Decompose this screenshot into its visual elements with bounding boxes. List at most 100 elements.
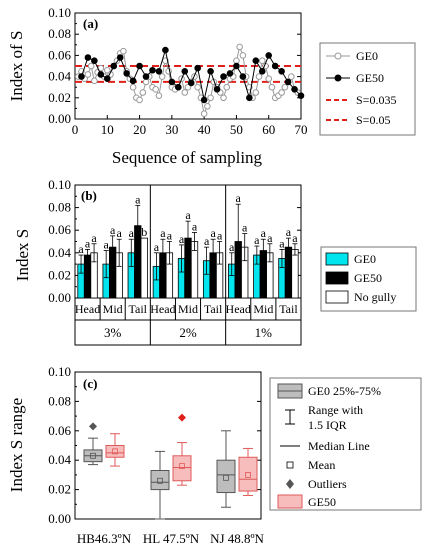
panel-b-ytick-label: 0.08 xyxy=(48,200,71,215)
panel-a-point xyxy=(136,62,143,70)
panel-c-category-label: NJ 48.8ºN xyxy=(210,531,264,546)
panel-a: Index of S Sequence of sampling 0.00 0.02… xyxy=(7,5,416,167)
panel-c-legend-label: Outliers xyxy=(308,477,347,491)
panel-b-legend-label: GE0 xyxy=(354,252,376,266)
panel-b-significance-label: a xyxy=(135,192,141,206)
panel-b-significance-label: a xyxy=(286,225,292,239)
panel-b-category-label: Head xyxy=(150,302,175,316)
panel-c-legend-label: GE0 25%-75% xyxy=(308,384,381,398)
panel-a-point xyxy=(258,57,266,65)
panel-c-legend-outlier-icon xyxy=(286,479,294,489)
panel-b-significance-label: a xyxy=(78,242,84,256)
panel-b-significance-label: a xyxy=(279,236,285,250)
panel-a-point xyxy=(220,73,227,80)
panel-a-point xyxy=(278,89,285,96)
panel-c-box xyxy=(216,459,236,494)
panel-a-point xyxy=(84,54,92,61)
panel-c-legend-label: Mean xyxy=(308,458,335,472)
panel-b-significance-label: b xyxy=(141,225,147,239)
panel-a-label: (a) xyxy=(83,16,98,31)
panel-a-legend-marker xyxy=(334,74,342,82)
panel-b-ytick-label: 0.00 xyxy=(48,290,71,305)
panel-c-ytick-label: 0.00 xyxy=(48,511,71,526)
panel-a-point xyxy=(236,43,243,51)
panel-b-ytick-label: 0.04 xyxy=(48,245,71,260)
panel-a-point xyxy=(268,83,276,91)
panel-c-mean-marker xyxy=(179,463,185,469)
panel-a-xtick-label: 50 xyxy=(230,122,243,137)
panel-b: Index S 0.000.020.040.060.080.10(b)Head M… xyxy=(13,177,417,346)
panel-b-significance-label: a xyxy=(217,229,223,243)
panel-c-box xyxy=(105,445,125,458)
panel-a-point xyxy=(103,66,111,74)
panel-a-point xyxy=(239,73,247,80)
panel-a-point xyxy=(142,73,150,80)
panel-a-legend-label: GE50 xyxy=(356,71,384,85)
panel-b-significance-label: a xyxy=(179,232,185,246)
panel-b-ylabel: Index S xyxy=(13,229,32,281)
panel-c-ytick-label: 0.08 xyxy=(48,393,71,408)
panel-a-point xyxy=(239,52,247,59)
panel-a-point xyxy=(233,62,240,70)
panel-b-category-label: Mid xyxy=(253,302,273,316)
panel-a-xtick-label: 10 xyxy=(101,122,114,137)
panel-a-xtick-label: 40 xyxy=(198,122,211,137)
panel-b-significance-label: a xyxy=(104,238,110,252)
panel-a-point xyxy=(284,78,292,86)
panel-c-legend-swatch xyxy=(277,494,303,509)
panel-a-point xyxy=(91,57,98,65)
panel-c-mean-marker xyxy=(157,477,163,484)
panel-c-ylabel: Index S range xyxy=(7,398,26,492)
panel-b-ytick-label: 0.06 xyxy=(48,222,71,237)
panel-a-point xyxy=(162,46,169,54)
panel-a-point xyxy=(129,83,137,91)
panel-c-legend-mean-icon xyxy=(286,461,294,469)
panel-a-legend-label: S=0.05 xyxy=(356,113,390,127)
panel-a-point xyxy=(252,89,260,96)
panel-a-point xyxy=(136,96,143,104)
panel-a-point xyxy=(155,92,163,99)
panel-a-point xyxy=(258,68,266,75)
panel-a-point xyxy=(233,57,240,65)
panel-c-ytick-label: 0.02 xyxy=(48,482,71,497)
panel-a-legend-label: GE0 xyxy=(356,49,378,63)
panel-a-point xyxy=(84,71,92,78)
panel-b-group-label: 1% xyxy=(255,325,273,340)
panel-a-point xyxy=(181,89,189,96)
panel-a-xtick-label: 60 xyxy=(262,122,275,137)
panel-a-xtick-label: 20 xyxy=(133,122,146,137)
panel-b-significance-label: a xyxy=(91,231,97,245)
panel-b-legend-swatch xyxy=(325,252,349,266)
panel-b-legend-swatch xyxy=(325,271,349,285)
panel-b-significance-label: a xyxy=(129,226,135,240)
panel-a-ytick-label: 0.06 xyxy=(48,47,71,62)
panel-b-group-label: 3% xyxy=(104,325,122,340)
panel-a-point xyxy=(220,94,227,102)
panel-a-point xyxy=(149,66,156,74)
panel-a-point xyxy=(271,62,279,70)
panel-a-point xyxy=(87,62,95,70)
panel-a-point xyxy=(200,110,208,117)
panel-a-ytick-label: 0.00 xyxy=(48,111,71,126)
panel-b-legend-label: No gully xyxy=(354,290,396,304)
panel-a-point xyxy=(252,57,260,65)
panel-b-category-label: Tail xyxy=(204,302,223,316)
panel-a-xlabel: Sequence of sampling xyxy=(112,148,263,167)
panel-b-significance-label: a xyxy=(185,208,191,222)
panel-b-significance-label: a xyxy=(254,233,260,247)
panel-a-point xyxy=(281,83,289,91)
panel-b-significance-label: a xyxy=(154,240,160,254)
panel-c-category-label: HL 47.5ºN xyxy=(143,531,200,546)
panel-b-significance-label: a xyxy=(110,223,116,237)
panel-a-xtick-label: 30 xyxy=(165,122,178,137)
panel-c-ytick-label: 0.06 xyxy=(48,423,71,438)
panel-a-point xyxy=(255,73,263,80)
panel-a-point xyxy=(152,86,160,93)
panel-c-outlier xyxy=(89,422,97,431)
panel-a-point xyxy=(278,68,285,75)
panel-a-point xyxy=(291,86,298,93)
panel-a-legend-label: S=0.035 xyxy=(356,93,396,107)
panel-c-category-label: HB46.3ºN xyxy=(77,531,132,546)
panel-b-ytick-label: 0.02 xyxy=(48,267,71,282)
panel-a-point xyxy=(207,94,214,102)
